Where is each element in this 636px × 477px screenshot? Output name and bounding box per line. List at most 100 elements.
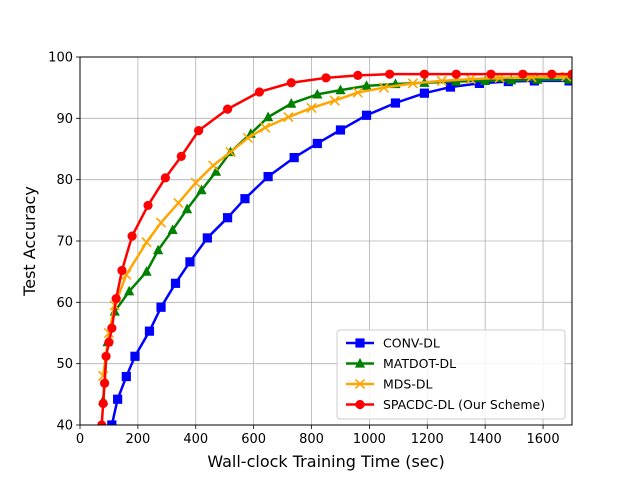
legend: CONV-DL MATDOT-DL MDS-DL SPACDC-DL (Our Sch… — [336, 329, 566, 420]
data-point — [167, 224, 178, 235]
data-point — [321, 73, 331, 83]
data-point — [156, 302, 166, 312]
series-layer — [97, 69, 572, 425]
series-3 — [97, 69, 572, 425]
data-point — [170, 278, 181, 288]
data-point — [385, 69, 395, 79]
data-point — [210, 166, 222, 176]
data-point — [104, 337, 114, 347]
y-tick-label: 50 — [56, 357, 73, 372]
data-point — [153, 244, 164, 255]
series-0 — [107, 76, 572, 425]
data-point — [506, 74, 517, 85]
data-point — [121, 371, 131, 382]
data-point — [141, 266, 152, 276]
data-point — [335, 84, 346, 95]
data-point — [223, 213, 233, 223]
x-tick-label: 800 — [299, 432, 324, 447]
legend-label: SPACDC-DL (Our Scheme) — [383, 397, 545, 412]
legend-label: MATDOT-DL — [383, 356, 456, 371]
data-point — [190, 177, 201, 188]
data-point — [242, 132, 254, 144]
data-point — [176, 151, 186, 161]
data-point — [329, 95, 340, 106]
data-point — [306, 102, 317, 114]
data-point — [143, 200, 153, 211]
x-tick-label: 1200 — [411, 432, 444, 447]
x-tick-label: 600 — [241, 432, 266, 447]
data-point — [107, 420, 117, 425]
data-point — [107, 323, 117, 333]
data-point — [173, 197, 184, 209]
data-point — [101, 351, 111, 361]
data-point — [390, 98, 401, 108]
data-point — [352, 87, 364, 98]
data-point — [480, 75, 491, 86]
legend-item: CONV-DL — [346, 336, 440, 351]
data-point — [117, 265, 127, 276]
data-point — [312, 138, 322, 149]
data-point — [144, 326, 155, 336]
y-tick-label: 80 — [56, 173, 73, 188]
data-point — [263, 111, 274, 122]
x-tick-label: 1600 — [527, 432, 560, 447]
data-point — [97, 420, 107, 425]
y-tick-label: 60 — [56, 296, 73, 311]
data-point — [378, 82, 390, 93]
data-point — [283, 111, 294, 123]
legend-label: MDS-DL — [383, 377, 432, 392]
data-point — [130, 351, 140, 361]
y-tick-label: 70 — [56, 235, 73, 250]
data-point — [160, 173, 170, 183]
data-point — [445, 82, 456, 92]
data-point — [202, 233, 212, 243]
legend-marker — [355, 399, 365, 410]
data-point — [286, 98, 297, 108]
data-point — [289, 152, 299, 163]
data-point — [567, 69, 572, 79]
y-tick-label: 40 — [56, 419, 73, 434]
y-axis-label: Test Accuracy — [20, 186, 39, 297]
data-point — [223, 104, 233, 114]
x-tick-label: 1400 — [469, 432, 502, 447]
data-point — [353, 70, 363, 80]
data-point — [474, 78, 484, 88]
legend-marker — [354, 378, 366, 390]
y-tick-label: 90 — [56, 112, 73, 127]
data-point — [465, 73, 476, 85]
data-point — [361, 110, 372, 120]
data-point — [225, 146, 236, 158]
data-point — [419, 69, 429, 79]
data-point — [335, 125, 346, 135]
data-point — [127, 231, 137, 241]
data-point — [263, 172, 273, 182]
data-point — [254, 87, 265, 97]
legend-marker — [355, 338, 365, 348]
data-point — [194, 126, 204, 136]
x-tick-label: 200 — [125, 432, 150, 447]
axis-ticks: 0 200 400 600 800 1000 1200 1400 1600 40 50 60 70 80 9… — [48, 51, 559, 448]
data-point — [141, 237, 152, 248]
legend-box — [336, 329, 566, 420]
legend-marker — [354, 357, 366, 368]
data-point — [312, 88, 323, 99]
data-point — [260, 122, 271, 133]
legend-item: MATDOT-DL — [346, 356, 456, 371]
data-point — [518, 69, 528, 79]
data-point — [113, 394, 123, 404]
x-tick-label: 400 — [183, 432, 208, 447]
data-point — [451, 69, 461, 79]
data-point — [240, 194, 250, 204]
data-point — [419, 88, 429, 98]
data-point — [407, 78, 418, 89]
data-point — [181, 203, 193, 214]
data-point — [547, 69, 557, 79]
legend-item: MDS-DL — [346, 377, 432, 392]
legend-label: CONV-DL — [383, 336, 440, 351]
data-point — [196, 184, 207, 195]
y-tick-label: 100 — [48, 51, 73, 66]
data-point — [155, 217, 167, 228]
data-point — [98, 398, 108, 409]
data-point — [100, 378, 110, 388]
x-tick-label: 0 — [76, 432, 84, 447]
